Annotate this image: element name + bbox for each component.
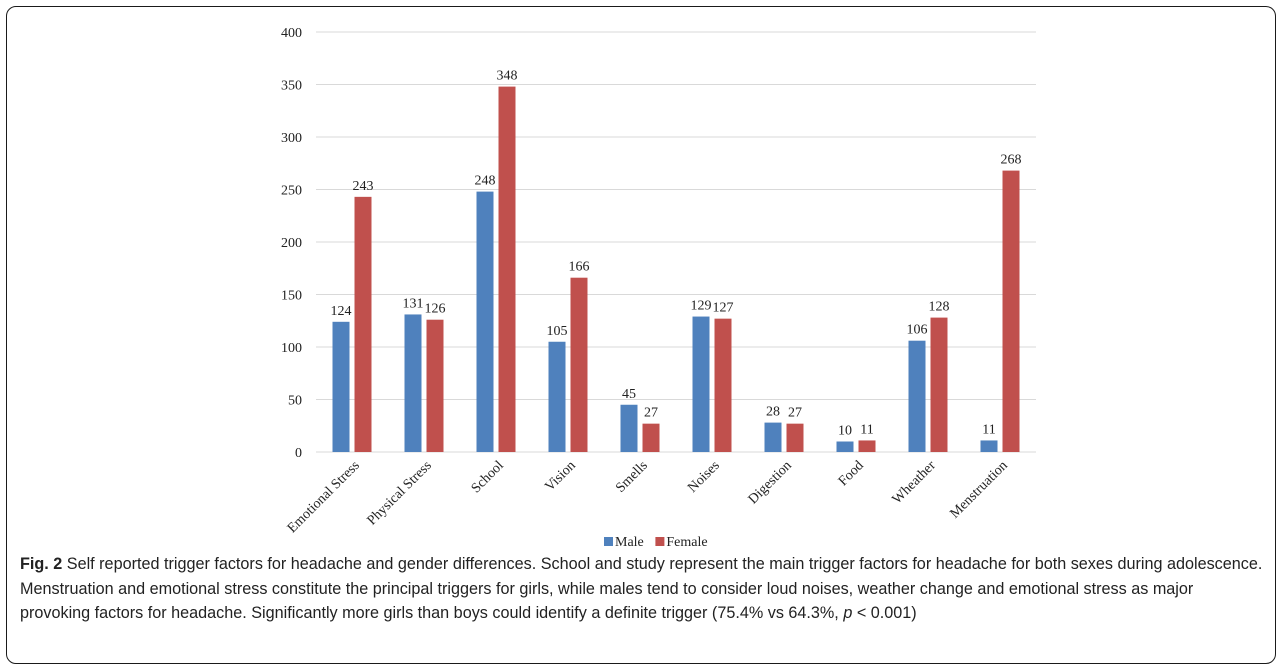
y-tick-label: 0 <box>295 446 302 461</box>
data-label: 128 <box>929 300 950 315</box>
y-tick-label: 150 <box>281 289 302 304</box>
legend-swatch <box>604 537 613 546</box>
bar-female <box>498 86 516 452</box>
bar-male <box>980 440 998 452</box>
caption-text: Self reported trigger factors for headac… <box>20 555 1263 622</box>
figure-caption: Fig. 2 Self reported trigger factors for… <box>20 552 1265 626</box>
data-label: 105 <box>547 324 568 339</box>
bar-female <box>858 440 876 452</box>
y-tick-label: 300 <box>281 131 302 146</box>
bar-male <box>548 341 566 452</box>
x-tick-label: Menstruation <box>947 458 1010 521</box>
data-label: 126 <box>425 302 446 317</box>
x-tick-label: School <box>469 458 507 496</box>
bar-female <box>570 277 588 452</box>
bar-female <box>786 423 804 452</box>
bar-male <box>332 321 350 452</box>
x-tick-label: Wheather <box>890 458 939 507</box>
data-label: 243 <box>353 179 374 194</box>
bar-female <box>930 317 948 452</box>
bar-male <box>404 314 422 452</box>
bar-female <box>354 196 372 452</box>
data-label: 27 <box>644 406 658 421</box>
bar-female <box>426 319 444 452</box>
x-tick-label: Physical Stress <box>365 458 435 528</box>
bar-male <box>476 191 494 452</box>
figure-frame <box>6 6 1276 664</box>
bar-female <box>714 318 732 452</box>
data-label: 348 <box>497 69 518 84</box>
data-label: 11 <box>860 422 873 437</box>
data-label: 127 <box>713 301 734 316</box>
y-tick-label: 400 <box>281 26 302 41</box>
bar-male <box>620 404 638 452</box>
data-label: 28 <box>766 405 780 420</box>
x-tick-label: Smells <box>613 458 651 496</box>
data-label: 129 <box>691 299 712 314</box>
y-tick-label: 350 <box>281 79 302 94</box>
data-label: 268 <box>1001 153 1022 168</box>
bar-male <box>836 441 854 452</box>
data-label: 10 <box>838 424 852 439</box>
data-label: 27 <box>788 406 802 421</box>
x-tick-label: Emotional Stress <box>285 458 363 536</box>
bar-female <box>642 423 660 452</box>
x-tick-label: Vision <box>542 458 578 494</box>
x-tick-label: Food <box>836 458 867 489</box>
legend-label: Female <box>666 535 707 550</box>
data-label: 248 <box>475 174 496 189</box>
y-tick-label: 100 <box>281 341 302 356</box>
bar-male <box>908 340 926 452</box>
bar-chart: 0 50 100 150 200 250 300 350 400 124 243 Emotional … <box>281 26 1036 550</box>
caption-text-end: < 0.001) <box>852 604 917 622</box>
y-tick-label: 50 <box>288 394 302 409</box>
legend-swatch <box>655 537 665 546</box>
data-label: 124 <box>331 304 352 319</box>
figure-label: Fig. 2 <box>20 555 63 573</box>
data-label: 166 <box>569 260 590 275</box>
p-value-symbol: p <box>843 604 853 622</box>
data-label: 131 <box>403 296 424 311</box>
data-label: 45 <box>622 387 636 402</box>
y-tick-label: 250 <box>281 184 302 199</box>
bar-female <box>1002 170 1020 452</box>
bar-male <box>692 316 710 452</box>
y-tick-label: 200 <box>281 236 302 251</box>
bar-male <box>764 422 782 452</box>
data-label: 11 <box>982 422 995 437</box>
x-tick-label: Noises <box>685 458 723 496</box>
x-tick-label: Digestion <box>746 458 795 507</box>
legend-label: Male <box>615 535 644 550</box>
data-label: 106 <box>907 323 928 338</box>
